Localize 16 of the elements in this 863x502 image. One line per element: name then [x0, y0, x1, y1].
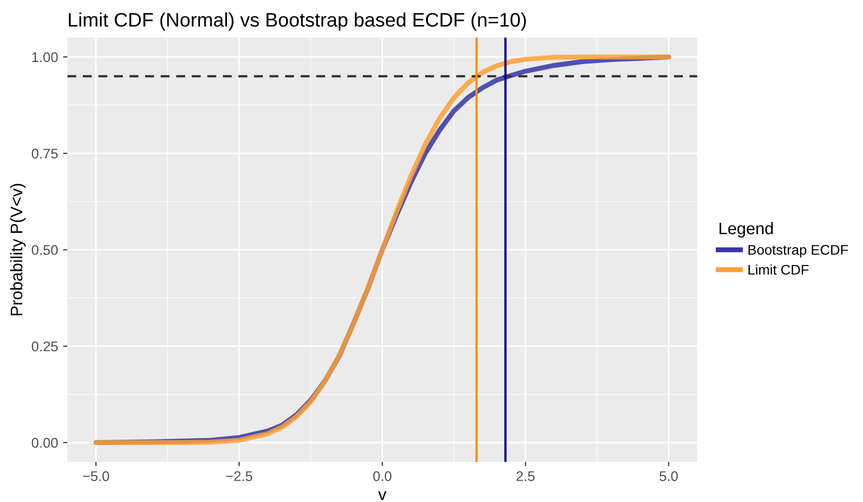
x-tick-label: 5.0 — [660, 471, 678, 482]
y-tick-label: 0.00 — [32, 438, 58, 448]
y-axis-title: Probability P(V<v) — [10, 184, 26, 316]
x-tick-label: 0.0 — [373, 471, 392, 482]
x-tick-label: −5.0 — [82, 471, 110, 482]
x-axis-title: v — [378, 491, 386, 500]
chart-title: Limit CDF (Normal) vs Bootstrap based ECDF (n=10) — [68, 12, 526, 31]
x-tick-label: 2.5 — [516, 471, 535, 482]
legend-label: Limit CDF — [748, 264, 809, 275]
legend-title: Legend — [720, 222, 773, 238]
y-tick-label: 0.50 — [32, 245, 58, 255]
y-tick-label: 0.25 — [32, 341, 58, 352]
x-tick-label: −2.5 — [226, 471, 252, 482]
y-tick-label: 1.00 — [32, 52, 58, 62]
y-tick-label: 0.75 — [32, 148, 58, 159]
legend-label: Bootstrap ECDF — [748, 244, 848, 258]
